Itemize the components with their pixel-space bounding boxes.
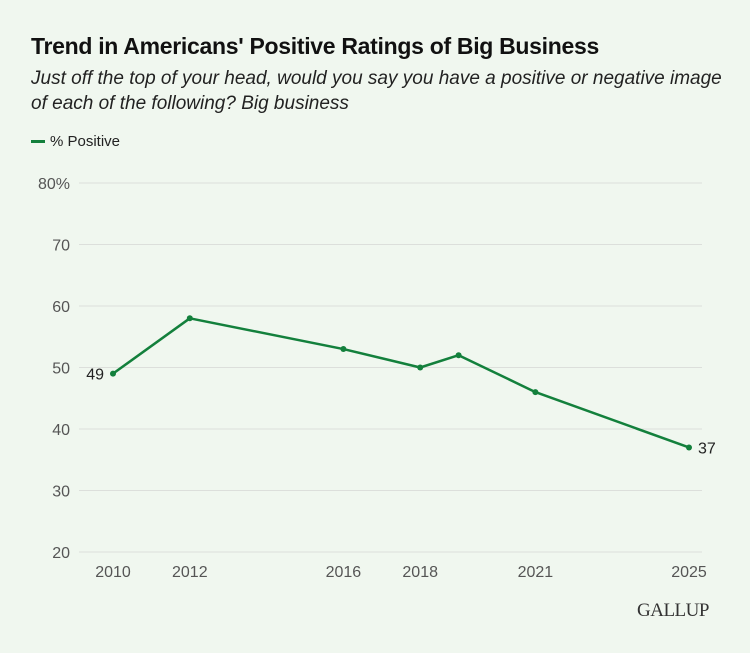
data-point [686,444,692,451]
x-tick-label: 2025 [671,564,707,581]
gallup-logo: GALLUP [637,600,709,621]
data-point [186,315,193,322]
y-tick-label: 70 [52,238,70,255]
y-tick-label: 30 [52,484,70,501]
y-tick-label: 60 [52,299,70,316]
y-tick-label: 40 [52,422,70,439]
data-label: 49 [86,367,104,384]
legend: % Positive [31,133,120,150]
y-tick-label: 20 [52,545,70,562]
y-tick-label: 80% [38,176,70,193]
y-tick-label: 50 [52,361,70,378]
x-tick-label: 2010 [95,564,131,581]
data-point [455,352,462,359]
data-label: 37 [698,440,716,457]
data-point [110,370,116,377]
legend-label: % Positive [50,133,121,150]
x-tick-label: 2016 [326,564,362,581]
chart-title: Trend in Americans' Positive Ratings of … [31,33,599,59]
series-line [112,317,690,449]
x-tick-label: 2021 [518,564,554,581]
legend-swatch [31,140,45,143]
data-point [417,364,424,371]
data-point [340,346,347,353]
chart-subtitle: Just off the top of your head, would you… [31,68,722,114]
x-tick-label: 2012 [172,564,208,581]
data-point [532,389,539,396]
x-tick-label: 2018 [402,564,438,581]
